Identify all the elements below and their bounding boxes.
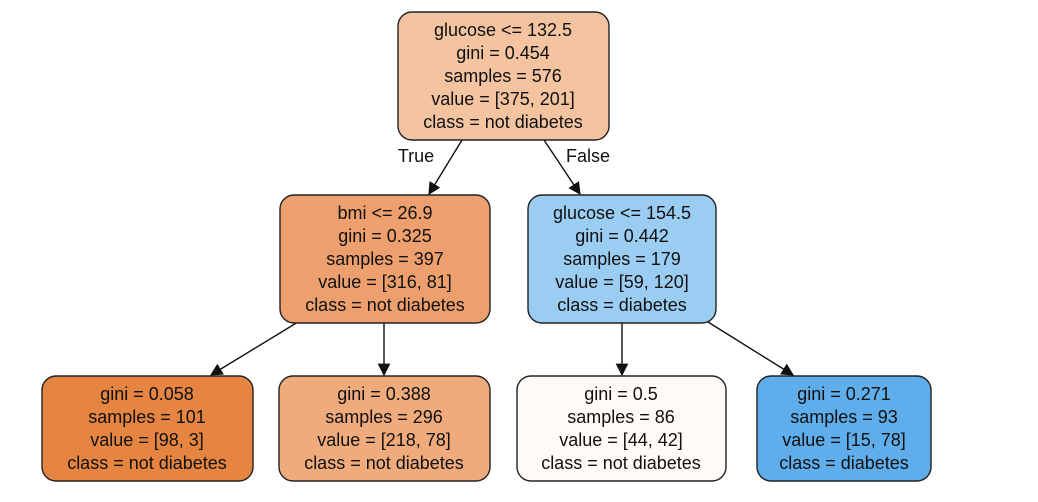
node-root-box — [397, 11, 610, 141]
node-leaf3-line: class = not diabetes — [541, 453, 701, 473]
edge-root-right — [543, 139, 581, 196]
node-leaf3: gini = 0.5 samples = 86 value = [44, 42]… — [516, 375, 727, 482]
node-left-line: gini = 0.325 — [338, 226, 432, 246]
node-right-line: gini = 0.442 — [575, 226, 669, 246]
node-leaf3-box — [516, 375, 727, 482]
node-root-line: class = not diabetes — [423, 112, 583, 132]
node-leaf1-line: gini = 0.058 — [100, 384, 194, 404]
node-right-line: value = [59, 120] — [555, 272, 689, 292]
node-leaf1-line: value = [98, 3] — [90, 430, 204, 450]
edge-label-true: True — [398, 146, 434, 166]
edge-right-leaf4 — [707, 321, 795, 376]
node-leaf1-line: class = not diabetes — [67, 453, 227, 473]
node-left-box — [279, 194, 491, 324]
node-leaf3-line: value = [44, 42] — [559, 430, 683, 450]
node-left: bmi <= 26.9 gini = 0.325 samples = 397 v… — [279, 194, 491, 324]
node-leaf2-line: samples = 296 — [325, 407, 443, 427]
node-left-line: samples = 397 — [326, 249, 444, 269]
node-leaf1: gini = 0.058 samples = 101 value = [98, … — [41, 375, 254, 482]
node-right-line: samples = 179 — [563, 249, 681, 269]
node-leaf3-line: samples = 86 — [567, 407, 675, 427]
node-leaf4-line: value = [15, 78] — [782, 430, 906, 450]
node-leaf4-line: gini = 0.271 — [797, 384, 891, 404]
node-leaf2-line: class = not diabetes — [304, 453, 464, 473]
node-leaf4-box — [756, 375, 932, 482]
node-right-box — [527, 194, 717, 324]
edge-root-left — [428, 139, 463, 196]
node-leaf4-line: samples = 93 — [790, 407, 898, 427]
node-root-line: glucose <= 132.5 — [434, 20, 572, 40]
node-right-line: glucose <= 154.5 — [553, 203, 691, 223]
node-leaf1-box — [41, 375, 254, 482]
node-root-line: value = [375, 201] — [431, 89, 575, 109]
node-left-line: value = [316, 81] — [318, 272, 452, 292]
edge-label-false: False — [566, 146, 610, 166]
node-leaf3-line: gini = 0.5 — [584, 384, 658, 404]
node-root-line: gini = 0.454 — [456, 43, 550, 63]
node-leaf1-line: samples = 101 — [88, 407, 206, 427]
node-right-line: class = diabetes — [557, 295, 687, 315]
node-root-line: samples = 576 — [444, 66, 562, 86]
edge-left-leaf1 — [209, 321, 299, 376]
node-leaf2-line: gini = 0.388 — [337, 384, 431, 404]
node-root: glucose <= 132.5 gini = 0.454 samples = … — [397, 11, 610, 141]
node-leaf4-line: class = diabetes — [779, 453, 909, 473]
edges — [209, 139, 795, 377]
node-leaf2-line: value = [218, 78] — [317, 430, 451, 450]
node-leaf2-box — [278, 375, 491, 482]
node-left-line: bmi <= 26.9 — [337, 203, 432, 223]
node-right: glucose <= 154.5 gini = 0.442 samples = … — [527, 194, 717, 324]
node-left-line: class = not diabetes — [305, 295, 465, 315]
node-leaf2: gini = 0.388 samples = 296 value = [218,… — [278, 375, 491, 482]
node-leaf4: gini = 0.271 samples = 93 value = [15, 7… — [756, 375, 932, 482]
